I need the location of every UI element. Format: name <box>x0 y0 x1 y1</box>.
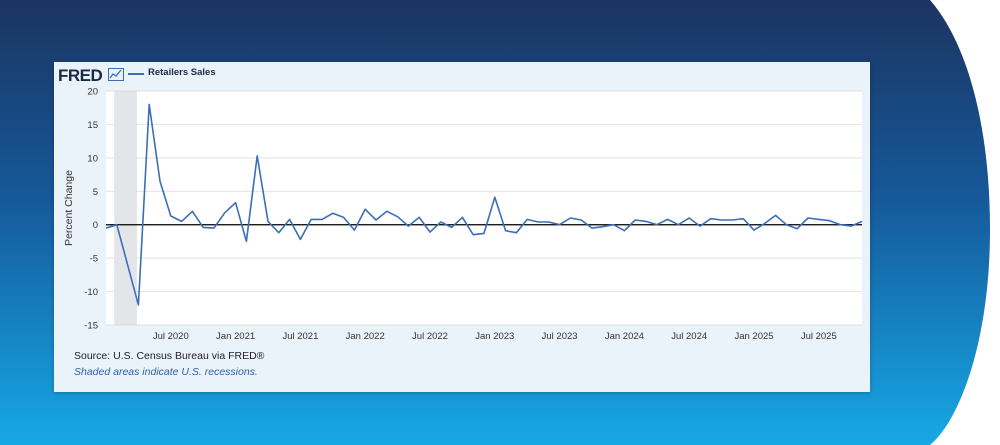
y-tick-label: 20 <box>87 87 98 98</box>
series-group <box>105 103 863 306</box>
x-tick-label: Jul 2024 <box>671 331 707 342</box>
fred-logo: FRED <box>58 66 103 85</box>
recession-note: Shaded areas indicate U.S. recessions. <box>74 366 258 378</box>
x-tick-label: Jan 2025 <box>734 331 773 342</box>
x-tick-label: Jul 2023 <box>542 331 578 342</box>
recession-band <box>114 90 137 326</box>
y-axis-label: Percent Change <box>63 170 75 246</box>
y-tick-label: -15 <box>84 321 98 332</box>
x-axis-ticks: Jul 2020 Jan 2021 Jul 2021 Jan 2022 Jul 2022… <box>153 331 837 342</box>
legend-label: Retailers Sales <box>148 67 216 78</box>
x-tick-label: Jan 2024 <box>605 331 644 342</box>
x-tick-label: Jul 2020 <box>153 331 189 342</box>
y-tick-label: 5 <box>93 187 98 198</box>
legend-line-swatch <box>128 73 144 75</box>
x-tick-label: Jan 2023 <box>475 331 514 342</box>
y-tick-label: -5 <box>90 254 98 265</box>
x-tick-label: Jan 2021 <box>216 331 255 342</box>
x-tick-label: Jan 2022 <box>346 331 385 342</box>
x-tick-label: Jul 2022 <box>412 331 448 342</box>
x-tick-label: Jul 2025 <box>801 331 837 342</box>
recession-shading <box>114 90 137 326</box>
chart-trend-icon <box>108 68 124 81</box>
x-tick-label: Jul 2021 <box>282 331 318 342</box>
y-axis-ticks: 20 15 10 5 0 -5 -10 -15 <box>84 87 98 332</box>
y-tick-label: -10 <box>84 287 98 298</box>
y-tick-label: 15 <box>87 120 98 131</box>
y-tick-label: 0 <box>93 220 98 231</box>
source-note: Source: U.S. Census Bureau via FRED® <box>74 350 265 362</box>
plot-area <box>106 91 862 325</box>
y-tick-label: 10 <box>87 153 98 164</box>
gridlines <box>106 90 862 326</box>
